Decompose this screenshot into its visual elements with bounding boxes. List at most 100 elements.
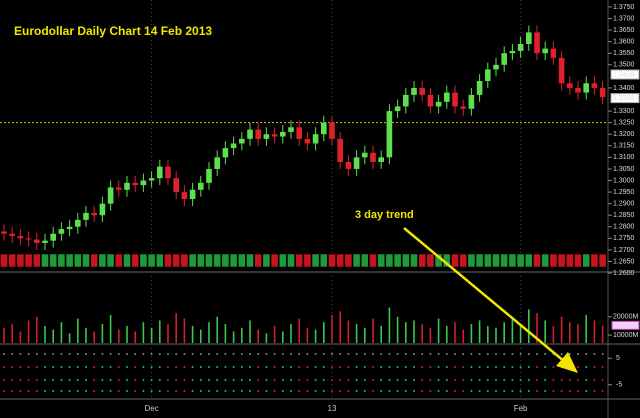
indicator-dot — [404, 366, 407, 368]
indicator-dot — [421, 353, 424, 355]
indicator-dot — [503, 366, 506, 368]
indicator-dot — [117, 366, 120, 368]
indicator-dot — [339, 379, 342, 381]
indicator-dot — [27, 366, 30, 368]
candle-body — [362, 152, 368, 158]
indicator-dot — [290, 390, 292, 392]
indicator-dot — [413, 379, 415, 381]
trend-cell — [41, 253, 49, 268]
candle-body — [501, 53, 507, 65]
indicator-dot — [585, 353, 588, 355]
indicator-dot — [150, 366, 153, 368]
indicator-dot — [109, 366, 112, 368]
indicator-dot — [158, 353, 161, 355]
indicator-dot — [568, 353, 571, 355]
indicator-dot — [19, 366, 22, 368]
candle-body — [124, 182, 130, 190]
trend-cell — [213, 253, 222, 268]
candle-body — [157, 166, 163, 179]
price-marker-label: 1.3356 — [613, 95, 635, 102]
trend-cell — [221, 253, 230, 268]
candle-body — [222, 148, 229, 158]
indicator-dot — [593, 390, 596, 392]
trend-cell — [287, 253, 295, 268]
candle-body — [411, 87, 417, 95]
indicator-dot — [437, 390, 440, 392]
candle-body — [296, 127, 302, 139]
indicator-dot — [35, 366, 38, 368]
trend-cell — [106, 253, 115, 268]
candle-body — [419, 87, 425, 95]
indicator-dot — [568, 390, 571, 392]
trend-cell — [196, 253, 205, 268]
indicator-dot — [3, 353, 5, 355]
marks: 1.3458 1.3356 — [0, 25, 640, 392]
trend-cell — [254, 253, 263, 268]
trend-cell — [574, 253, 582, 268]
trend-cell — [188, 253, 197, 268]
indicator-dot — [331, 353, 333, 355]
indicator-dot — [44, 390, 46, 392]
trend-cell — [24, 253, 33, 268]
arrow-head — [556, 352, 578, 373]
indicator-dot — [388, 379, 391, 381]
y-tick-label: 1.3150 — [613, 143, 635, 150]
trend-cell — [360, 253, 369, 268]
trend-cell — [557, 253, 566, 268]
indicator-dot — [519, 366, 522, 368]
indicator-dot — [404, 379, 407, 381]
indicator-dot — [495, 390, 497, 392]
trend-cell — [336, 253, 345, 268]
indicator-dot — [306, 366, 309, 368]
indicator-dot — [232, 379, 235, 381]
trend-cell — [590, 253, 599, 268]
indicator-dot — [413, 353, 415, 355]
indicator-dot — [527, 390, 530, 392]
trend-cell — [82, 253, 90, 268]
trend-cell — [131, 253, 140, 268]
indicator-dot — [117, 379, 120, 381]
indicator-dot — [93, 353, 96, 355]
indicator-dot — [511, 353, 514, 355]
indicator-dot — [421, 390, 424, 392]
candle-body — [132, 182, 138, 186]
candle-body — [75, 219, 81, 227]
trend-cell — [270, 253, 279, 268]
indicator-dot — [52, 353, 55, 355]
indicator-dot — [396, 390, 399, 392]
indicator-dot — [462, 379, 465, 381]
indicator-dot — [363, 366, 366, 368]
indicator-dot — [429, 379, 432, 381]
trend-cell — [114, 253, 123, 268]
indicator-dot — [183, 366, 186, 368]
indicator-dot — [355, 390, 358, 392]
indicator-dot — [339, 366, 342, 368]
candle-body — [189, 189, 196, 200]
indicator-dot — [158, 390, 161, 392]
candle-body — [181, 192, 188, 200]
trend-cell — [32, 253, 41, 268]
y-tick-label: 1.3050 — [613, 166, 635, 173]
indicator-dot — [347, 366, 350, 368]
indicator-dot — [593, 379, 596, 381]
indicator-dot — [68, 366, 71, 368]
indicator-dot — [445, 366, 448, 368]
indicator-dot — [273, 353, 276, 355]
indicator-dot — [240, 390, 243, 392]
indicator-dot — [52, 379, 55, 381]
indicator-dot — [101, 390, 104, 392]
indicator-dot — [429, 366, 432, 368]
y-tick-label: 1.2850 — [613, 212, 635, 219]
indicator-dot — [560, 379, 563, 381]
indicator-dot — [101, 366, 104, 368]
y-tick-label: 20000M — [613, 314, 638, 321]
indicator-dot — [85, 353, 87, 355]
indicator-dot — [240, 379, 243, 381]
indicator-dot — [257, 366, 260, 368]
indicator-dot — [577, 379, 579, 381]
indicator-dot — [158, 379, 161, 381]
y-tick-label: 5 — [616, 355, 620, 362]
indicator-dot — [380, 366, 383, 368]
candle-body — [321, 122, 327, 135]
candle-body — [34, 239, 40, 243]
